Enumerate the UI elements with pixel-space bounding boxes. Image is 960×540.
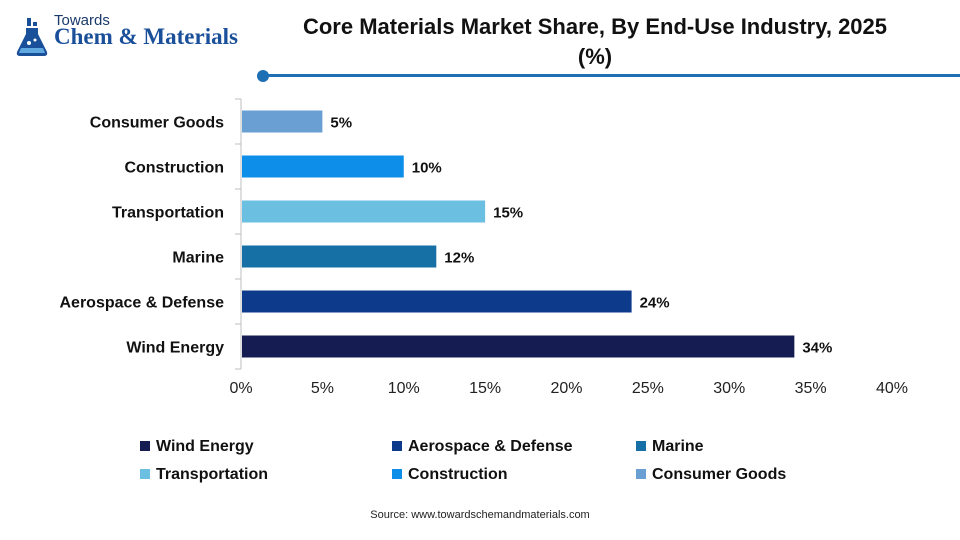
x-tick-label: 35% (795, 380, 827, 397)
legend-item: Marine (636, 438, 704, 456)
legend-swatch (392, 468, 402, 479)
source-note: Source: www.towardschemandmaterials.com (370, 509, 590, 521)
x-tick-label: 20% (550, 380, 582, 397)
legend-swatch (392, 440, 402, 451)
category-label: Marine (172, 250, 224, 267)
category-label: Consumer Goods (90, 115, 224, 132)
legend-label: Wind Energy (156, 438, 254, 455)
legend-swatch (636, 440, 646, 451)
bar-chart: Consumer Goods 5% Construction 10% Transport… (59, 98, 908, 397)
category-label: Aerospace & Defense (59, 295, 224, 312)
legend-label: Construction (408, 466, 508, 483)
title-rule (262, 74, 960, 77)
data-label: 5% (330, 115, 352, 132)
bar (242, 200, 486, 223)
legend-swatch (140, 440, 150, 451)
category-label: Wind Energy (126, 340, 224, 357)
data-label: 24% (640, 295, 670, 312)
x-tick-label: 5% (311, 380, 334, 397)
data-label: 12% (444, 250, 474, 267)
bar (242, 290, 632, 313)
legend-item: Transportation (140, 466, 268, 484)
legend-swatch (636, 468, 646, 479)
data-label: 34% (802, 340, 832, 357)
bar (242, 110, 323, 133)
legend-item: Consumer Goods (636, 466, 786, 484)
brand-logo: Towards Chem & Materials (14, 12, 264, 64)
bar (242, 335, 795, 358)
legend-label: Consumer Goods (652, 466, 787, 483)
data-label: 15% (493, 205, 523, 222)
legend-label: Aerospace & Defense (408, 438, 573, 455)
legend-item: Aerospace & Defense (392, 438, 573, 456)
x-tick-label: 25% (632, 380, 664, 397)
bar (242, 155, 404, 178)
legend-item: Construction (392, 466, 508, 484)
logo-text-towards: Towards (54, 12, 110, 29)
legend-item: Wind Energy (140, 438, 254, 456)
chart-title: Core Materials Market Share, By End-Use … (302, 14, 888, 69)
category-label: Transportation (112, 205, 224, 222)
legend-swatch (140, 468, 150, 479)
bar (242, 245, 437, 268)
x-tick-label: 0% (229, 380, 252, 397)
data-label: 10% (412, 160, 442, 177)
legend-label: Transportation (156, 466, 269, 483)
category-label: Construction (124, 160, 224, 177)
x-tick-label: 10% (388, 380, 420, 397)
logo-text-brand: Chem & Materials (54, 24, 238, 49)
x-tick-label: 40% (876, 380, 908, 397)
legend-label: Marine (652, 438, 704, 455)
x-tick-label: 15% (469, 380, 501, 397)
x-tick-label: 30% (713, 380, 745, 397)
flask-icon (16, 18, 48, 56)
